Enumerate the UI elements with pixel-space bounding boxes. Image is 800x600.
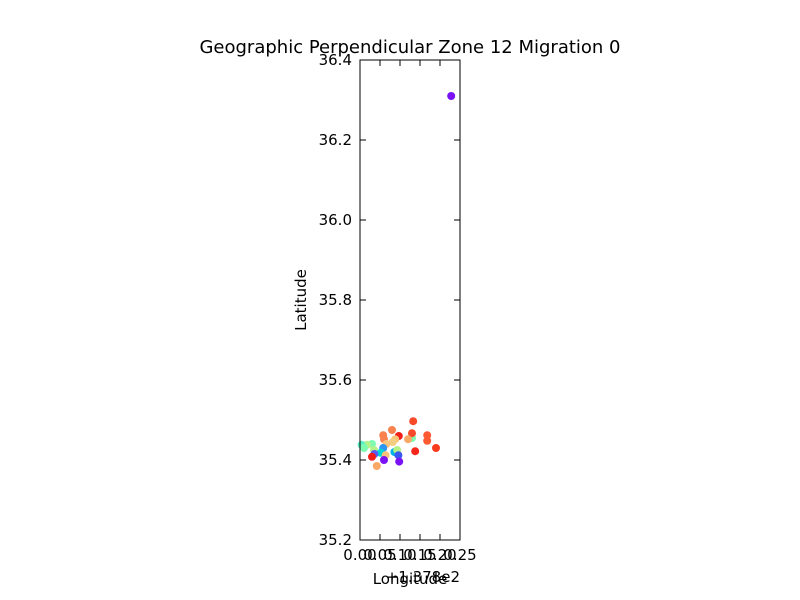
data-point-13 — [388, 438, 397, 446]
y-tick-label: 35.2 — [319, 531, 352, 549]
x-axis-ticks: 0.000.050.100.150.200.25 — [343, 60, 477, 564]
data-point-7 — [411, 447, 420, 456]
data-point-6 — [432, 444, 440, 452]
y-tick-label: 36.0 — [319, 211, 352, 229]
x-tick-label: 0.05 — [363, 546, 396, 564]
x-tick-label: 0.15 — [403, 546, 436, 564]
x-tick-label: 0.20 — [423, 546, 456, 564]
data-point-27 — [380, 456, 388, 464]
y-tick-label: 36.2 — [319, 131, 352, 149]
y-axis-ticks: 35.2 35.4 35.6 35.8 36.0 36.2 36.4 — [319, 51, 460, 549]
data-point-25 — [394, 451, 403, 460]
data-point-19 — [360, 444, 368, 452]
y-axis-label: Latitude — [292, 269, 310, 331]
y-tick-label: 35.6 — [319, 371, 352, 389]
chart-title: Geographic Perpendicular Zone 12 Migrati… — [199, 37, 620, 58]
data-point-4 — [423, 431, 432, 440]
data-point-30 — [368, 452, 376, 461]
data-point-1 — [409, 417, 418, 426]
x-axis-label: Longitude — [373, 570, 448, 588]
data-point-3 — [408, 429, 416, 438]
data-point-28 — [395, 457, 404, 466]
x-axis-offset-label: +1.378e2 — [386, 568, 460, 586]
data-point-9 — [388, 426, 396, 434]
y-tick-label: 35.8 — [319, 291, 352, 309]
x-tick-label: 0.25 — [443, 546, 476, 564]
data-points — [357, 92, 456, 470]
data-point-0 — [447, 92, 456, 100]
data-point-31 — [372, 462, 381, 470]
y-tick-label: 36.4 — [319, 51, 352, 69]
x-tick-label: 0.10 — [383, 546, 416, 564]
x-tick-label: 0.00 — [343, 546, 376, 564]
y-tick-label: 35.4 — [319, 451, 352, 469]
data-point-5 — [423, 436, 432, 445]
data-point-8 — [404, 435, 412, 444]
